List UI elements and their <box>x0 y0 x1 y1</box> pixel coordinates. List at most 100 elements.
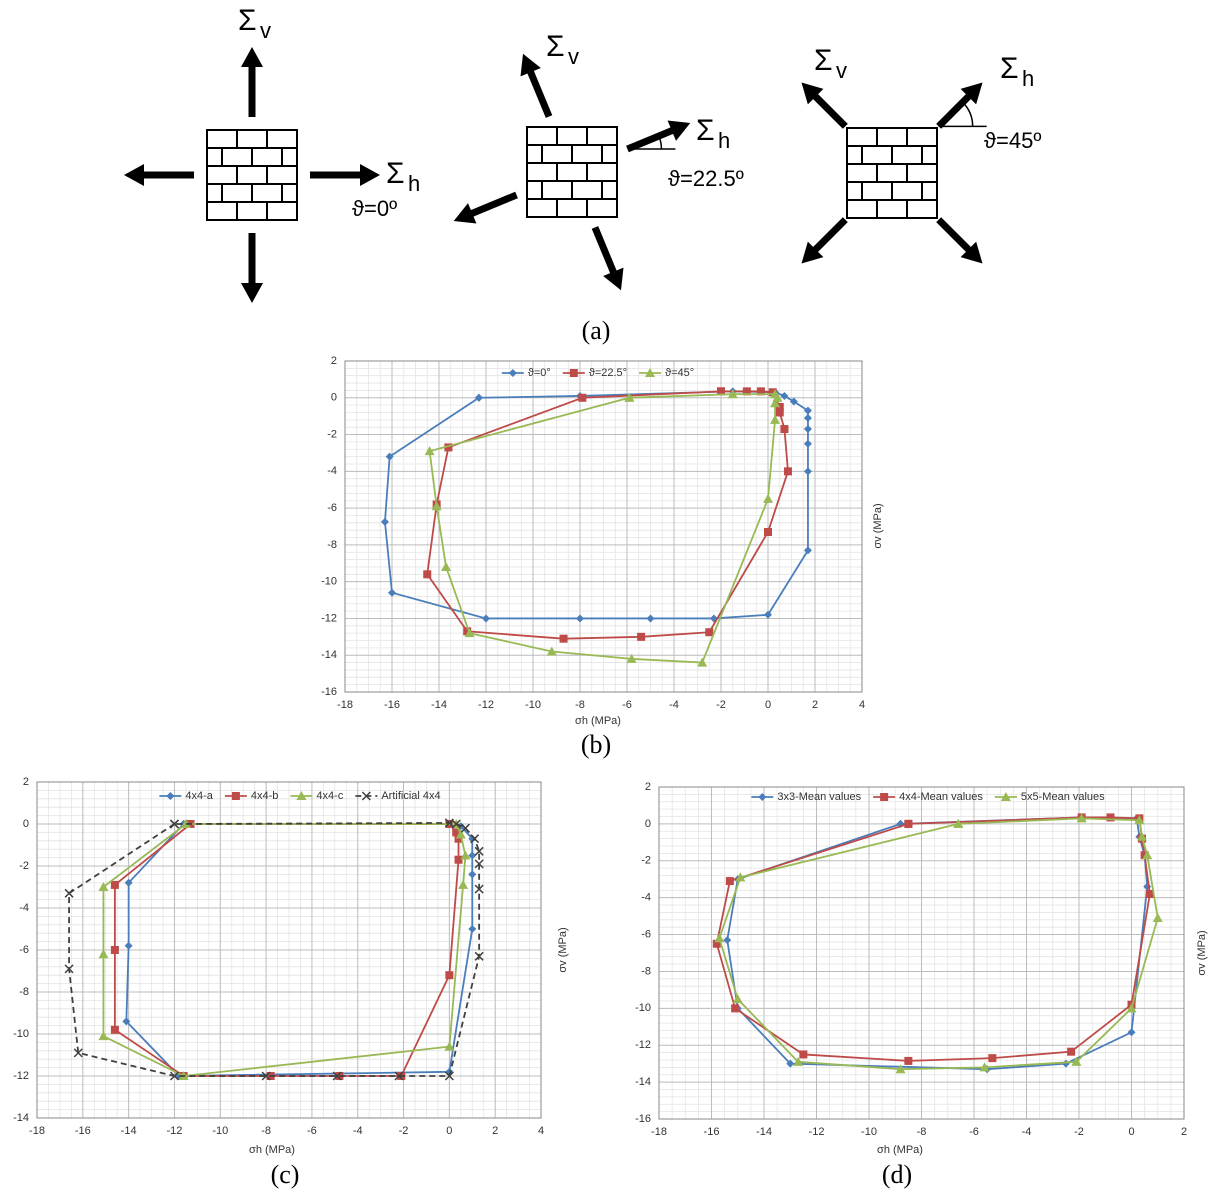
stress-symbol: Σ <box>696 114 715 147</box>
y-tick-label: -16 <box>635 1113 651 1125</box>
y-tick-label: -8 <box>641 965 651 977</box>
y-tick-label: -6 <box>327 502 337 514</box>
stress-arrow <box>525 65 553 118</box>
marker <box>454 834 463 843</box>
x-tick-label: 4 <box>859 699 865 711</box>
angle-arc <box>658 135 663 150</box>
marker <box>388 588 396 597</box>
chart: -18 -16 -14 -12 -10 -8 -6 -4 -2 0 2 4 -14 -12 -10 -8 -6 -… <box>13 776 569 1189</box>
marker <box>458 879 469 889</box>
marker <box>468 870 477 879</box>
x-tick-label: 0 <box>446 1125 452 1137</box>
marker <box>775 408 784 417</box>
arrow-head <box>241 283 263 303</box>
marker <box>799 1050 808 1059</box>
marker <box>803 406 812 415</box>
y-tick-label: -12 <box>635 1039 651 1051</box>
marker <box>626 653 637 663</box>
marker <box>423 570 432 579</box>
marker <box>474 393 483 402</box>
marker <box>1071 1056 1082 1066</box>
marker <box>624 392 635 402</box>
arrow-head <box>667 120 691 141</box>
y-tick-label: -10 <box>321 576 337 588</box>
stress-symbol: Σ <box>814 44 833 77</box>
legend-marker <box>569 369 578 377</box>
y-tick-label: 0 <box>331 392 337 404</box>
legend-marker <box>361 791 371 801</box>
marker <box>904 1056 913 1065</box>
stress-arrow <box>465 191 518 219</box>
marker <box>1142 850 1153 860</box>
legend-marker <box>645 368 656 377</box>
marker <box>576 614 584 623</box>
y-tick-label: -10 <box>13 1028 29 1040</box>
marker <box>474 859 484 869</box>
arrow-head <box>520 53 541 77</box>
y-tick-label: 0 <box>23 818 29 830</box>
y-tick-label: -12 <box>321 612 337 624</box>
legend-label: 4x4-b <box>251 790 279 802</box>
marker <box>705 628 714 637</box>
x-tick-label: -16 <box>704 1126 720 1138</box>
arrow-head <box>801 241 824 264</box>
marker <box>431 501 442 511</box>
marker <box>789 397 798 406</box>
marker <box>770 414 781 424</box>
marker <box>122 1017 131 1026</box>
caption: (c) <box>271 1160 300 1189</box>
x-tick-label: -6 <box>969 1126 979 1138</box>
legend: ϑ=0° ϑ=22.5° ϑ=45° <box>501 367 694 379</box>
y-tick-label: -8 <box>19 986 29 998</box>
stress-symbol: Σ <box>238 4 257 37</box>
y-tick-label: -2 <box>19 860 29 872</box>
x-tick-label: -4 <box>1022 1126 1032 1138</box>
legend: 4x4-a 4x4-b 4x4-c Artificial 4x4 <box>159 790 441 802</box>
marker <box>780 425 789 434</box>
x-tick-label: 2 <box>492 1125 498 1137</box>
x-tick-label: -6 <box>307 1125 317 1137</box>
marker <box>732 994 743 1004</box>
x-tick-label: -2 <box>716 699 726 711</box>
marker <box>953 818 964 828</box>
y-tick-label: 2 <box>23 776 29 788</box>
wall <box>846 127 938 219</box>
marker <box>1076 813 1087 823</box>
x-tick-label: -14 <box>121 1125 137 1137</box>
x-tick-label: -10 <box>212 1125 228 1137</box>
legend-label: 4x4-a <box>185 790 213 802</box>
marker <box>1145 889 1154 898</box>
marker <box>735 872 746 882</box>
y-tick-label: -14 <box>321 649 337 661</box>
arrow-head <box>960 82 983 105</box>
angle-arc <box>962 101 974 127</box>
marker <box>482 614 490 623</box>
legend-label: 4x4-Mean values <box>899 791 983 803</box>
marker <box>454 855 463 864</box>
x-tick-label: 0 <box>1128 1126 1134 1138</box>
y-tick-label: -4 <box>641 892 651 904</box>
marker <box>803 467 812 476</box>
x-tick-label: -2 <box>1074 1126 1084 1138</box>
legend-label: 4x4-c <box>316 790 343 802</box>
x-tick-label: -10 <box>861 1126 877 1138</box>
marker <box>1126 1003 1137 1013</box>
plot-border <box>36 781 542 1119</box>
marker <box>895 1064 906 1074</box>
x-tick-label: -16 <box>75 1125 91 1137</box>
arrow-head <box>603 267 624 291</box>
wall <box>206 129 298 221</box>
marker <box>394 1071 404 1081</box>
marker <box>763 493 773 503</box>
y-axis-label: σv (MPa) <box>872 503 884 548</box>
x-tick-label: -18 <box>651 1126 667 1138</box>
legend-label: Artificial 4x4 <box>381 790 440 802</box>
stress-arrow <box>808 217 848 257</box>
chart: -18 -16 -14 -12 -10 -8 -6 -4 -2 0 2 4-16-14-12-10-8… <box>321 355 884 759</box>
marker <box>578 393 587 402</box>
marker <box>124 941 133 950</box>
x-tick-label: -18 <box>29 1125 45 1137</box>
y-tick-label: -10 <box>635 1002 651 1014</box>
stress-arrow <box>626 125 679 153</box>
marker <box>455 829 466 839</box>
